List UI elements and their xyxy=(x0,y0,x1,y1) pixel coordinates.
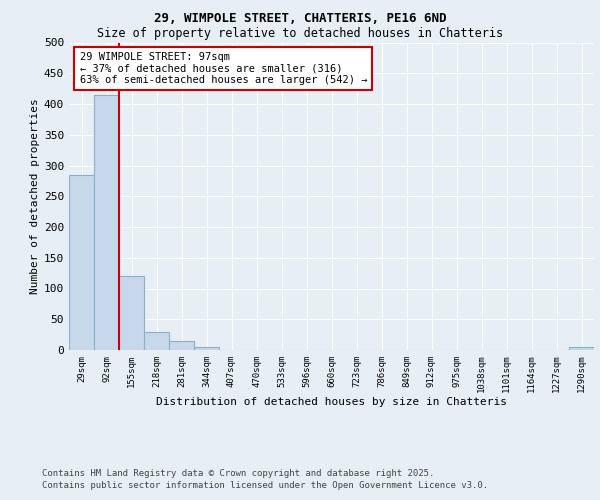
Bar xyxy=(119,276,144,350)
Bar xyxy=(569,347,594,350)
Y-axis label: Number of detached properties: Number of detached properties xyxy=(30,98,40,294)
Bar xyxy=(169,341,194,350)
X-axis label: Distribution of detached houses by size in Chatteris: Distribution of detached houses by size … xyxy=(156,396,507,406)
Text: Size of property relative to detached houses in Chatteris: Size of property relative to detached ho… xyxy=(97,28,503,40)
Text: 29, WIMPOLE STREET, CHATTERIS, PE16 6ND: 29, WIMPOLE STREET, CHATTERIS, PE16 6ND xyxy=(154,12,446,26)
Text: 29 WIMPOLE STREET: 97sqm
← 37% of detached houses are smaller (316)
63% of semi-: 29 WIMPOLE STREET: 97sqm ← 37% of detach… xyxy=(79,52,367,85)
Text: Contains public sector information licensed under the Open Government Licence v3: Contains public sector information licen… xyxy=(42,481,488,490)
Bar xyxy=(69,174,94,350)
Bar xyxy=(94,95,119,350)
Text: Contains HM Land Registry data © Crown copyright and database right 2025.: Contains HM Land Registry data © Crown c… xyxy=(42,469,434,478)
Bar xyxy=(144,332,169,350)
Bar xyxy=(194,347,219,350)
